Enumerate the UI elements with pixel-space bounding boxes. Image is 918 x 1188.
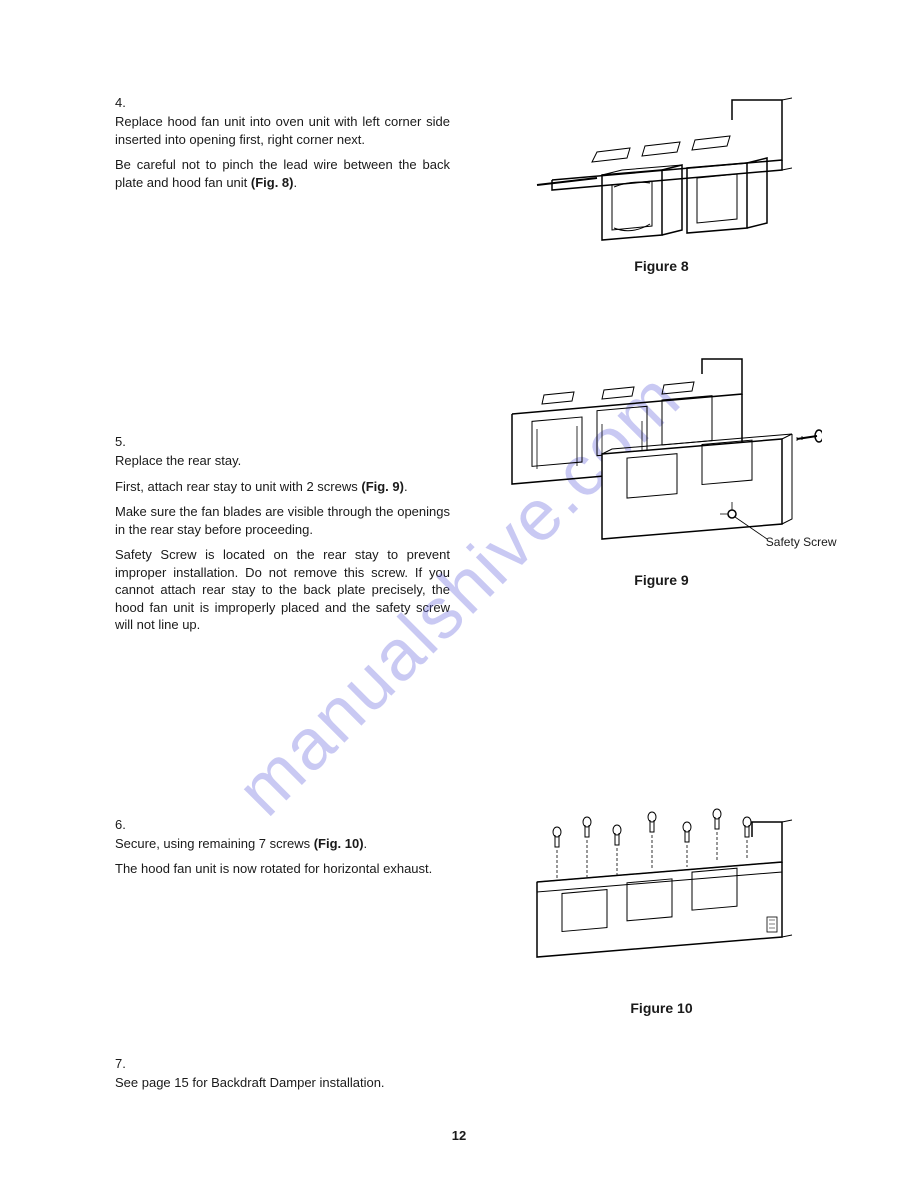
step-5-p2: First, attach rear stay to unit with 2 s… (115, 478, 450, 496)
figure-10-drawing (522, 802, 802, 992)
step-4-text: 4. Replace hood fan unit into oven unit … (115, 95, 475, 199)
step-6-number: 6. (115, 817, 135, 832)
figure-9-drawing: Safety Screw (502, 354, 822, 564)
step-5-section: 5. Replace the rear stay. First, attach … (115, 394, 848, 642)
safety-screw-label: Safety Screw (766, 535, 837, 549)
step4-p2c: . (294, 175, 298, 190)
step-6-text: 6. Secure, using remaining 7 screws (Fig… (115, 802, 475, 886)
figure-9-col: Safety Screw Figure 9 (475, 394, 848, 588)
figure-9-caption: Figure 9 (634, 572, 688, 588)
step5-p2c: . (404, 479, 408, 494)
step6-p1b: (Fig. 10) (314, 836, 364, 851)
step6-p1a: Secure, using remaining 7 screws (115, 836, 314, 851)
step-4-p1: Replace hood fan unit into oven unit wit… (115, 113, 450, 148)
step6-p1c: . (364, 836, 368, 851)
figure-10-col: Figure 10 (475, 802, 848, 1016)
step-4-number: 4. (115, 95, 135, 110)
step-7-section: 7. See page 15 for Backdraft Damper inst… (115, 1056, 848, 1100)
step-5-p3: Make sure the fan blades are visible thr… (115, 503, 450, 538)
step-6-p1: Secure, using remaining 7 screws (Fig. 1… (115, 835, 450, 853)
figure-8-caption: Figure 8 (634, 258, 688, 274)
step-6-section: 6. Secure, using remaining 7 screws (Fig… (115, 802, 848, 1016)
figure-8-col: Figure 8 (475, 95, 848, 274)
step-7-p1: See page 15 for Backdraft Damper install… (115, 1074, 450, 1092)
step4-p2b: (Fig. 8) (251, 175, 294, 190)
step-7-text: 7. See page 15 for Backdraft Damper inst… (115, 1056, 475, 1100)
step-6-p2: The hood fan unit is now rotated for hor… (115, 860, 450, 878)
step5-p2b: (Fig. 9) (361, 479, 404, 494)
step-4-p2: Be careful not to pinch the lead wire be… (115, 156, 450, 191)
step5-p2a: First, attach rear stay to unit with 2 s… (115, 479, 361, 494)
step-5-p1: Replace the rear stay. (115, 452, 450, 470)
step-5-number: 5. (115, 434, 135, 449)
step-5-text: 5. Replace the rear stay. First, attach … (115, 394, 475, 642)
figure-8-drawing (532, 90, 792, 250)
page-number: 12 (0, 1128, 918, 1143)
step-7-number: 7. (115, 1056, 135, 1071)
step-4-section: 4. Replace hood fan unit into oven unit … (115, 95, 848, 274)
figure-10-caption: Figure 10 (630, 1000, 692, 1016)
step-5-p4: Safety Screw is located on the rear stay… (115, 546, 450, 634)
